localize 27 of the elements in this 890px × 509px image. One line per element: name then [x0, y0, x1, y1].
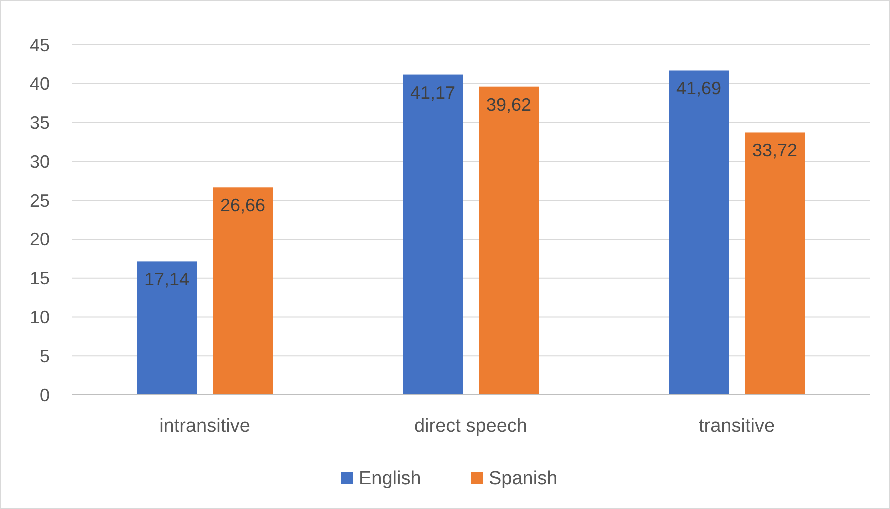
bar — [479, 86, 539, 395]
y-tick-label: 40 — [30, 74, 50, 94]
y-tick-label: 30 — [30, 152, 50, 172]
bar — [745, 132, 805, 395]
data-label: 41,17 — [410, 82, 456, 103]
data-label: 39,62 — [486, 94, 532, 115]
x-tick-label: transitive — [698, 416, 776, 437]
y-tick-label: 10 — [30, 308, 50, 328]
bar — [403, 74, 463, 395]
data-label: 17,14 — [144, 270, 190, 290]
bar — [137, 262, 197, 395]
legend-label: Spanish — [489, 468, 558, 490]
y-tick-label: 25 — [30, 190, 50, 211]
x-tick-label: intransitive — [160, 416, 250, 437]
y-tick-label: 20 — [30, 230, 50, 250]
y-tick-label: 35 — [30, 113, 50, 134]
legend-label: English — [359, 468, 422, 490]
data-label: 26,66 — [220, 196, 266, 216]
y-tick-label: 5 — [40, 346, 50, 366]
bar — [669, 70, 729, 395]
y-tick-label: 45 — [30, 35, 50, 56]
data-label: 33,72 — [752, 140, 798, 161]
y-tick-label: 0 — [40, 385, 50, 406]
y-tick-label: 15 — [30, 268, 50, 289]
x-tick-label: direct speech — [414, 416, 528, 437]
data-label: 41,69 — [676, 78, 722, 99]
bar — [213, 188, 273, 395]
